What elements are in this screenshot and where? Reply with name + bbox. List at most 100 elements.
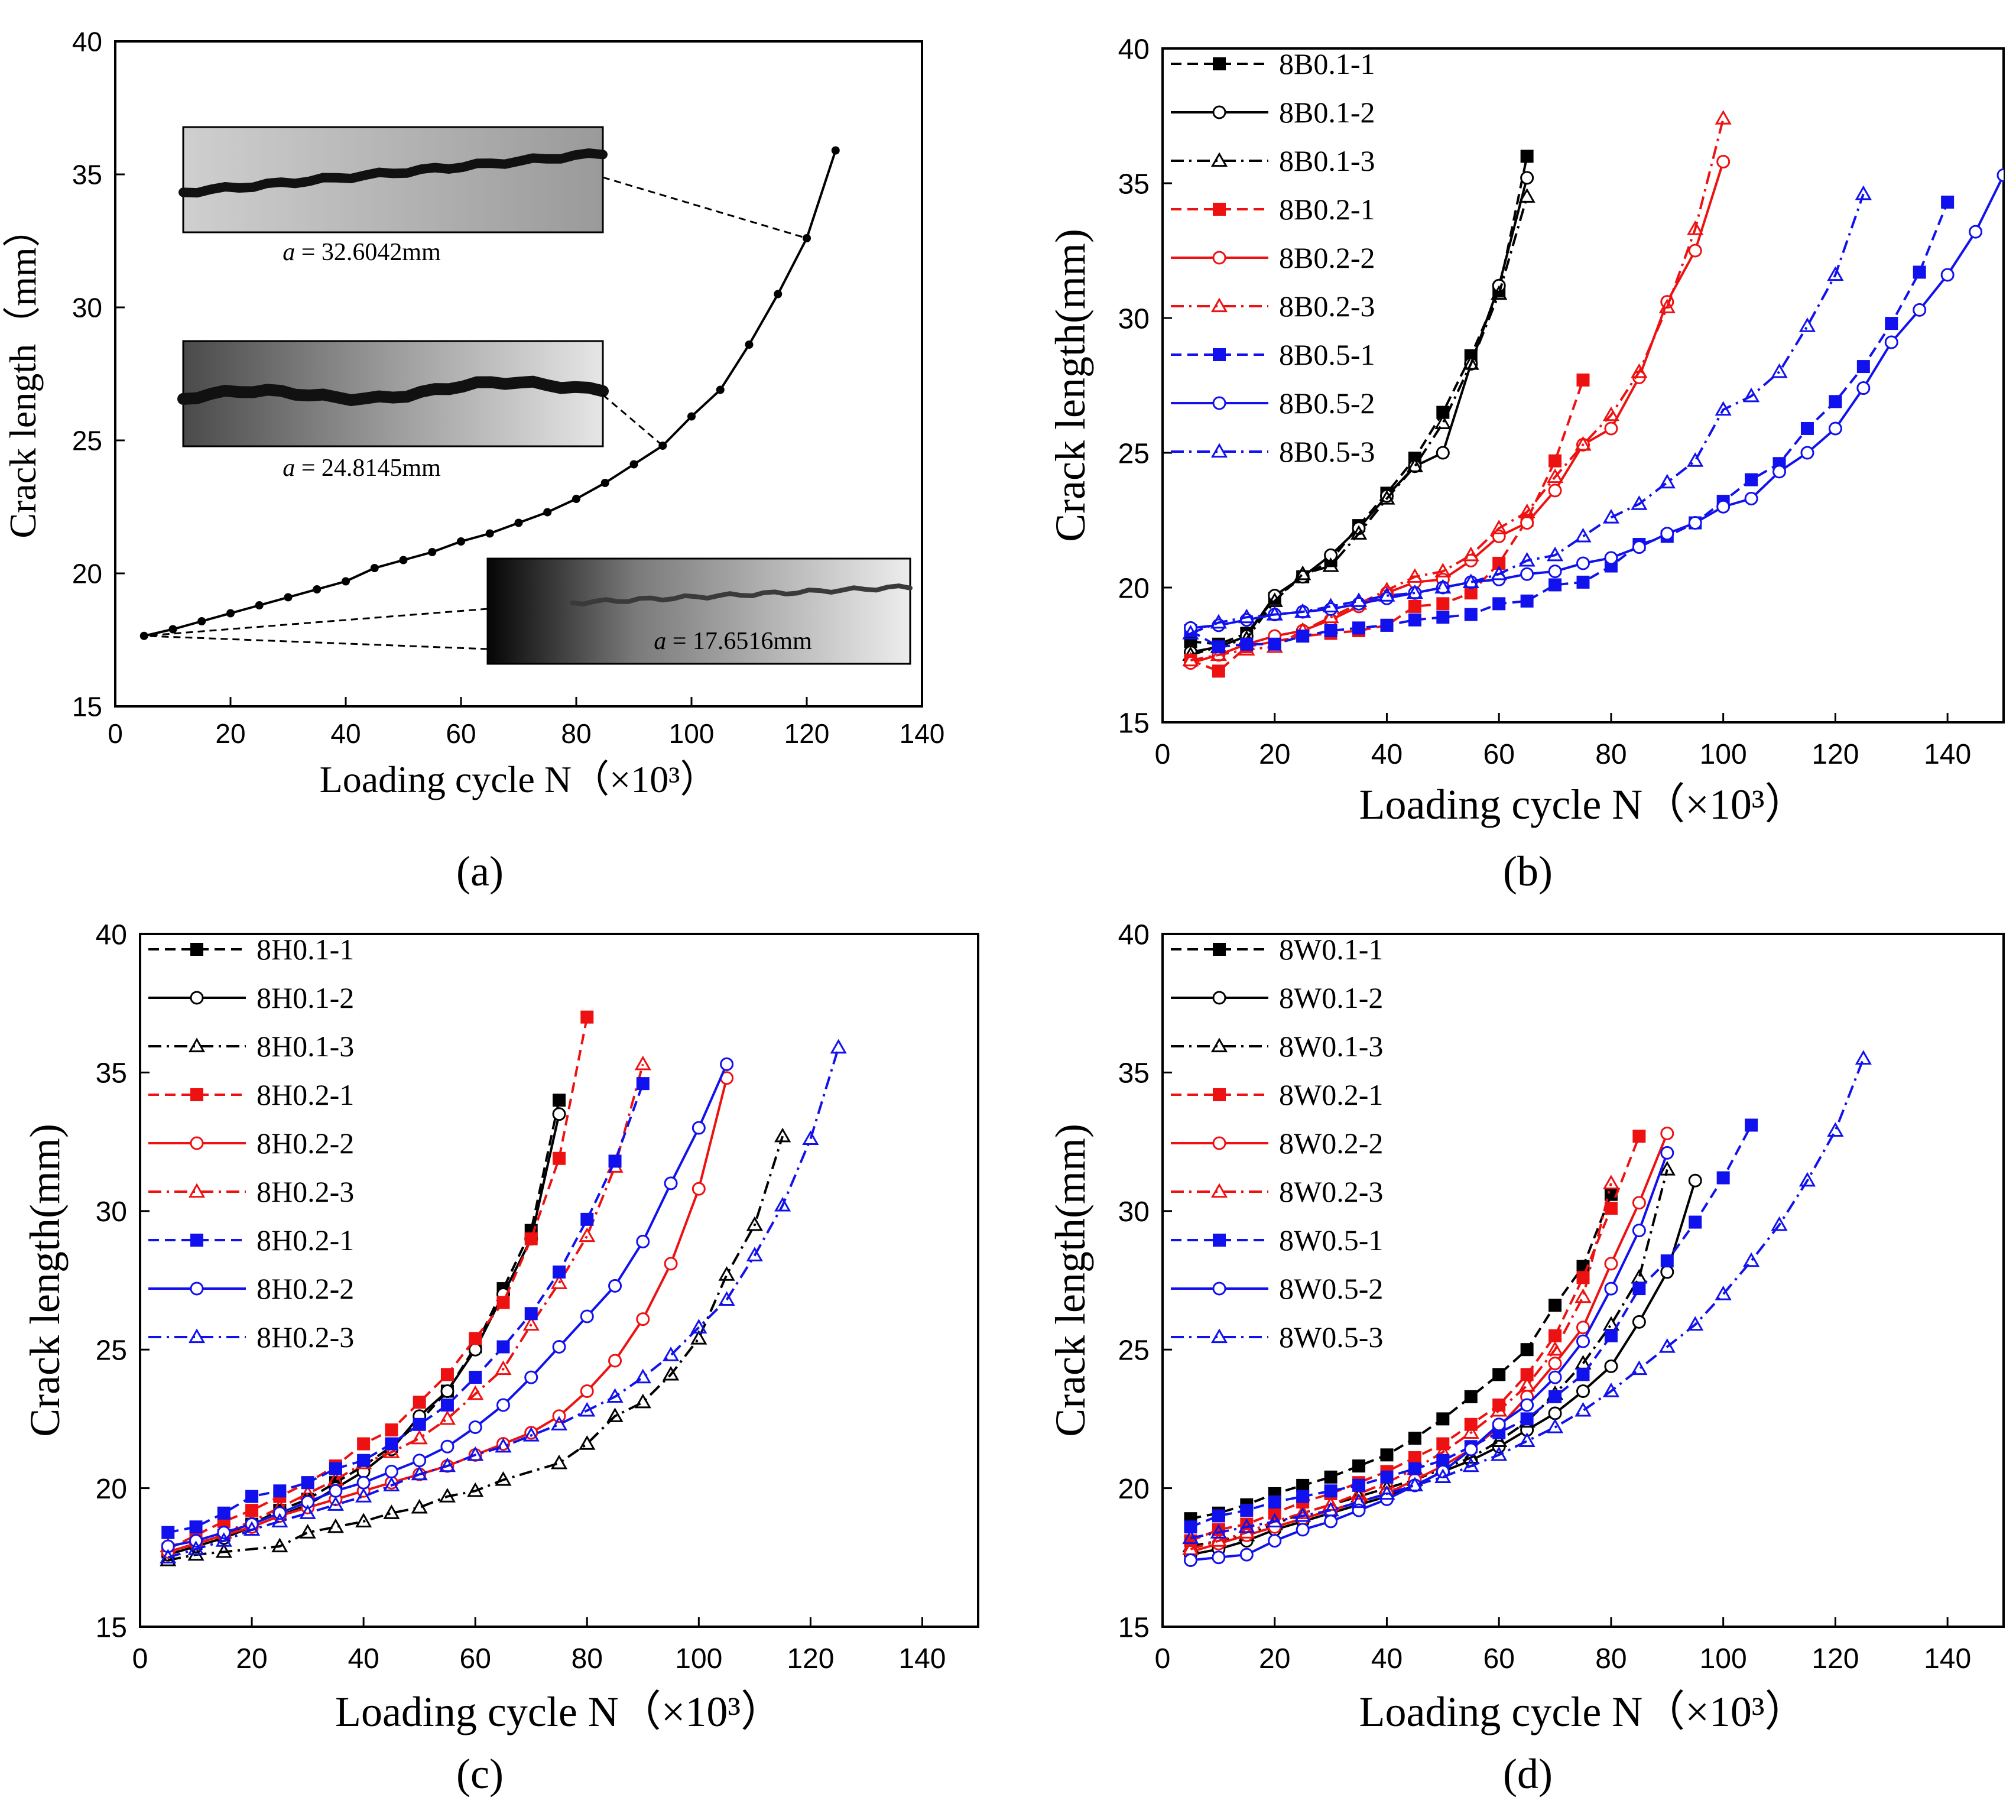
data-point bbox=[1913, 303, 1927, 317]
data-point bbox=[357, 1454, 371, 1467]
data-point bbox=[1240, 1504, 1254, 1517]
data-point bbox=[255, 601, 264, 609]
data-point bbox=[1743, 387, 1760, 403]
data-point bbox=[1520, 516, 1534, 530]
legend: 8B0.1-1 8B0.1-2 8B0.1-3 8B0.2-1 8B0.2-2 8B0.2… bbox=[1171, 47, 1375, 468]
data-point bbox=[1294, 1507, 1311, 1522]
panel-label-b: (b) bbox=[1503, 848, 1553, 895]
y-axis-label: Crack length（mm） bbox=[2, 209, 44, 538]
data-point bbox=[552, 1107, 566, 1121]
x-tick-label: 20 bbox=[1259, 739, 1290, 770]
legend-marker bbox=[1212, 396, 1226, 410]
data-point bbox=[189, 1520, 203, 1534]
data-point bbox=[572, 495, 580, 503]
legend-entry: 8W0.2-3 bbox=[1171, 1175, 1383, 1208]
data-point bbox=[413, 1396, 426, 1409]
legend-marker bbox=[1213, 57, 1226, 70]
data-point bbox=[1520, 1412, 1534, 1426]
data-point bbox=[1632, 1196, 1646, 1210]
series-8H0.2-2 bbox=[161, 1071, 734, 1559]
data-point bbox=[1546, 468, 1564, 484]
data-point bbox=[580, 1384, 594, 1399]
data-point bbox=[803, 234, 811, 242]
data-point bbox=[1799, 1172, 1816, 1187]
legend-marker bbox=[190, 1088, 203, 1101]
x-tick-label: 0 bbox=[108, 718, 123, 749]
data-point bbox=[245, 1490, 259, 1503]
data-point bbox=[1491, 520, 1508, 534]
legend-entry: 8H0.2-3 bbox=[148, 1175, 354, 1208]
data-point bbox=[1941, 195, 1955, 209]
data-point bbox=[1462, 1449, 1479, 1464]
data-point bbox=[1380, 1470, 1394, 1484]
data-point bbox=[1296, 630, 1310, 643]
data-point bbox=[608, 1154, 622, 1168]
x-axis-label: Loading cycle N（×10³） bbox=[1359, 781, 1807, 828]
x-tick-label: 120 bbox=[787, 1643, 834, 1675]
data-point bbox=[1548, 1390, 1562, 1403]
data-point bbox=[439, 1488, 456, 1503]
data-point bbox=[440, 1368, 454, 1381]
series-8W0.5-3 bbox=[1182, 1050, 1872, 1545]
data-point bbox=[1324, 548, 1338, 562]
data-point bbox=[1436, 446, 1450, 460]
data-point bbox=[1212, 1509, 1225, 1523]
data-point bbox=[299, 1504, 316, 1519]
legend-marker bbox=[190, 991, 204, 1005]
data-point bbox=[383, 1477, 400, 1492]
x-tick-label: 120 bbox=[1812, 739, 1859, 770]
series-line bbox=[167, 1063, 728, 1548]
legend-entry: 8H0.1-1 bbox=[148, 933, 354, 966]
x-tick-label: 140 bbox=[1924, 739, 1971, 770]
data-point bbox=[1238, 1518, 1255, 1533]
data-point bbox=[1378, 587, 1395, 602]
legend-marker bbox=[1210, 1183, 1228, 1198]
data-point bbox=[161, 1526, 175, 1539]
data-point bbox=[496, 1340, 510, 1354]
data-point bbox=[634, 1393, 651, 1409]
legend-entry: 8W0.1-2 bbox=[1171, 981, 1383, 1014]
data-point bbox=[550, 1274, 568, 1289]
data-point bbox=[634, 1368, 651, 1384]
inset-label-value: = 17.6516mm bbox=[673, 628, 812, 655]
x-tick-label: 100 bbox=[1700, 1643, 1747, 1675]
data-point bbox=[1408, 599, 1421, 613]
data-point bbox=[1575, 436, 1592, 451]
x-tick-label: 80 bbox=[1595, 739, 1627, 770]
series-8W0.5-2 bbox=[1183, 1146, 1674, 1567]
data-point bbox=[600, 479, 609, 487]
data-point bbox=[1239, 1548, 1254, 1562]
legend-label: 8H0.1-2 bbox=[257, 981, 354, 1014]
y-tick-label: 15 bbox=[1118, 708, 1150, 739]
x-tick-label: 60 bbox=[1483, 1643, 1515, 1675]
legend-entry: 8W0.2-2 bbox=[1171, 1127, 1383, 1160]
x-tick-label: 40 bbox=[348, 1643, 379, 1675]
legend: 8H0.1-1 8H0.1-2 8H0.1-3 8H0.2-1 8H0.2-2 8H0.2… bbox=[148, 933, 354, 1354]
data-point bbox=[1743, 1252, 1760, 1267]
x-tick-label: 0 bbox=[1155, 739, 1171, 770]
data-point bbox=[1715, 401, 1732, 416]
data-point bbox=[1406, 584, 1423, 599]
data-point bbox=[1604, 1329, 1618, 1342]
data-point bbox=[1715, 110, 1732, 125]
data-point bbox=[1379, 489, 1394, 503]
data-point bbox=[1548, 454, 1562, 468]
series-8H0.2-2 bbox=[161, 1057, 734, 1553]
data-point bbox=[1322, 1501, 1339, 1517]
legend-marker bbox=[1212, 1136, 1226, 1150]
data-point bbox=[553, 1265, 566, 1279]
data-point bbox=[1687, 452, 1704, 467]
legend-marker bbox=[1212, 251, 1226, 265]
data-point bbox=[774, 290, 783, 299]
data-point bbox=[1631, 495, 1648, 510]
data-point bbox=[1520, 150, 1534, 163]
x-tick-label: 40 bbox=[1371, 739, 1403, 770]
y-tick-label: 20 bbox=[1118, 573, 1150, 604]
legend-entry: 8W0.5-2 bbox=[1171, 1272, 1383, 1305]
data-point bbox=[636, 1234, 650, 1248]
data-point bbox=[1969, 225, 1983, 239]
data-point bbox=[550, 1454, 568, 1469]
legend-label: 8W0.5-2 bbox=[1279, 1272, 1383, 1305]
data-point bbox=[636, 1312, 650, 1326]
data-point bbox=[1268, 637, 1281, 651]
